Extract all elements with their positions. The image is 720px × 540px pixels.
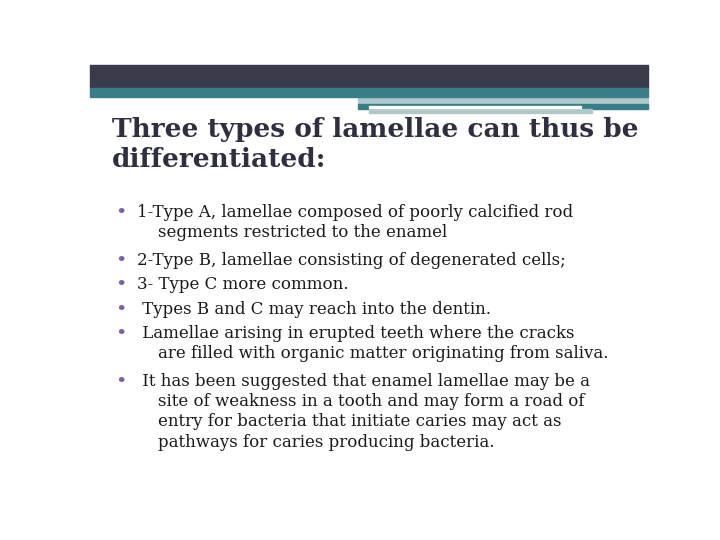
Bar [369, 105, 581, 109]
Text: •: • [115, 325, 127, 343]
Text: Types B and C may reach into the dentin.: Types B and C may reach into the dentin. [138, 301, 492, 318]
Text: •: • [115, 301, 127, 319]
Text: 2-Type B, lamellae consisting of degenerated cells;: 2-Type B, lamellae consisting of degener… [138, 252, 566, 269]
Text: It has been suggested that enamel lamellae may be a
    site of weakness in a to: It has been suggested that enamel lamell… [138, 373, 590, 451]
Text: •: • [115, 373, 127, 391]
Bar [358, 97, 648, 104]
Bar [90, 87, 648, 97]
Text: •: • [115, 204, 127, 222]
Text: 1-Type A, lamellae composed of poorly calcified rod
    segments restricted to t: 1-Type A, lamellae composed of poorly ca… [138, 204, 574, 241]
Bar [369, 109, 593, 113]
Text: •: • [115, 276, 127, 294]
Text: •: • [115, 252, 127, 271]
Bar [358, 104, 648, 109]
Text: 3- Type C more common.: 3- Type C more common. [138, 276, 349, 293]
Text: Three types of lamellae can thus be
differentiated:: Three types of lamellae can thus be diff… [112, 117, 639, 172]
Text: Lamellae arising in erupted teeth where the cracks
    are filled with organic m: Lamellae arising in erupted teeth where … [138, 325, 609, 362]
Bar [90, 65, 648, 87]
